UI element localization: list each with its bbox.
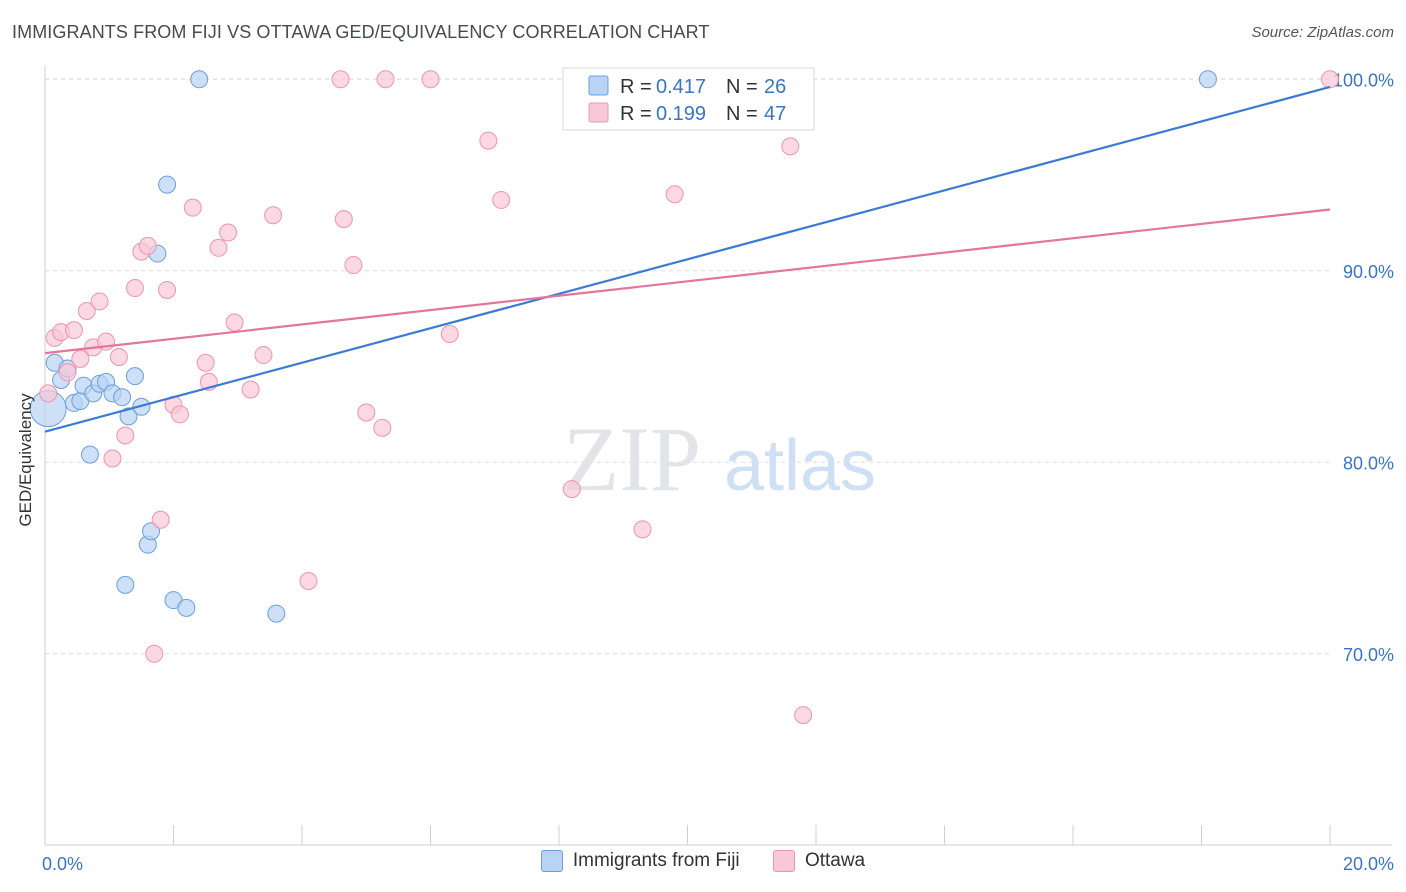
data-point-ottawa [794, 706, 813, 725]
data-point-ottawa [562, 480, 581, 499]
data-point-ottawa [241, 380, 260, 399]
data-point-ottawa [440, 324, 459, 343]
data-point-ottawa [299, 572, 318, 591]
trend-line-fiji [44, 85, 1331, 433]
data-point-fiji [142, 522, 161, 541]
data-point-ottawa [196, 353, 215, 372]
data-point-ottawa [58, 363, 77, 382]
stats-swatch-blue [588, 75, 609, 96]
stats-n-value: 26 [764, 76, 786, 98]
data-point-ottawa [103, 449, 122, 468]
data-point-fiji [177, 598, 196, 617]
data-point-ottawa [109, 347, 128, 366]
data-point-ottawa [264, 206, 283, 225]
legend-item-fiji[interactable]: Immigrants from Fiji [540, 850, 740, 872]
data-point-fiji [80, 445, 99, 464]
data-point-ottawa [479, 131, 498, 150]
data-point-ottawa [421, 70, 440, 89]
source-label: Source: ZipAtlas.com [1251, 24, 1394, 41]
data-point-ottawa [225, 313, 244, 332]
data-point-fiji [116, 575, 135, 594]
stats-r-value: 0.417 [656, 76, 706, 98]
legend-label-fiji: Immigrants from Fiji [572, 850, 740, 871]
watermark: ZIP atlas [563, 408, 876, 510]
y-tick-label: 100.0% [1333, 70, 1394, 90]
stats-swatch-pink [588, 102, 609, 123]
stats-r-label: R = [620, 76, 652, 98]
data-point-ottawa [183, 198, 202, 217]
data-point-fiji [125, 367, 144, 386]
data-point-ottawa [77, 302, 96, 321]
data-point-ottawa [373, 418, 392, 437]
stats-n-value: 47 [764, 103, 786, 125]
grid-lines [45, 78, 1330, 655]
data-point-ottawa [39, 384, 58, 403]
trend-line-ottawa [44, 208, 1331, 355]
data-point-ottawa [145, 644, 164, 663]
data-point-fiji [1198, 70, 1217, 89]
data-point-ottawa [90, 292, 109, 311]
legend-label-ottawa: Ottawa [804, 850, 866, 871]
y-tick-label: 90.0% [1343, 262, 1394, 282]
data-point-fiji [119, 407, 138, 426]
stats-r-label: R = [620, 103, 652, 125]
watermark-atlas: atlas [724, 426, 876, 506]
data-point-fiji [267, 604, 286, 623]
data-point-ottawa [125, 279, 144, 298]
series-legend: Immigrants from Fiji Ottawa [0, 850, 1406, 878]
legend-item-ottawa[interactable]: Ottawa [772, 850, 866, 872]
watermark-zip: ZIP [563, 408, 701, 510]
stats-r-value: 0.199 [656, 103, 706, 125]
data-point-ottawa [633, 520, 652, 539]
stats-n-label: N = [726, 103, 758, 125]
data-point-ottawa [334, 210, 353, 229]
data-point-ottawa [64, 321, 83, 340]
axes: 70.0% 80.0% 90.0% 100.0% 0.0% 20.0% [42, 65, 1394, 874]
data-point-ottawa [116, 426, 135, 445]
data-point-fiji [158, 175, 177, 194]
data-point-ottawa [357, 403, 376, 422]
legend-swatch-blue [540, 850, 563, 872]
data-point-ottawa [331, 70, 350, 89]
data-point-ottawa [219, 223, 238, 242]
data-point-ottawa [158, 280, 177, 299]
data-point-fiji [113, 388, 132, 407]
data-point-ottawa [665, 185, 684, 204]
stats-legend: R = 0.417 N = 26 R = 0.199 N = 47 [562, 67, 815, 131]
data-point-ottawa [209, 238, 228, 257]
data-point-ottawa [1321, 70, 1339, 89]
data-points [29, 70, 1339, 725]
data-point-fiji [190, 70, 209, 89]
x-tick-label: 20.0% [1343, 854, 1394, 874]
stats-n-label: N = [726, 76, 758, 98]
data-point-ottawa [170, 405, 189, 424]
legend-swatch-pink [772, 850, 795, 872]
data-point-ottawa [376, 70, 395, 89]
data-point-ottawa [344, 256, 363, 275]
y-tick-label: 80.0% [1343, 453, 1394, 473]
data-point-ottawa [151, 510, 170, 529]
data-point-ottawa [71, 349, 90, 368]
data-point-ottawa [138, 236, 157, 255]
chart-title: IMMIGRANTS FROM FIJI VS OTTAWA GED/EQUIV… [12, 22, 710, 42]
x-tick-label: 0.0% [42, 854, 83, 874]
y-axis-label: GED/Equivalency [16, 393, 35, 527]
data-point-ottawa [781, 137, 800, 156]
data-point-ottawa [254, 346, 273, 365]
trend-lines [44, 85, 1331, 433]
y-tick-label: 70.0% [1343, 645, 1394, 665]
data-point-ottawa [492, 190, 511, 209]
